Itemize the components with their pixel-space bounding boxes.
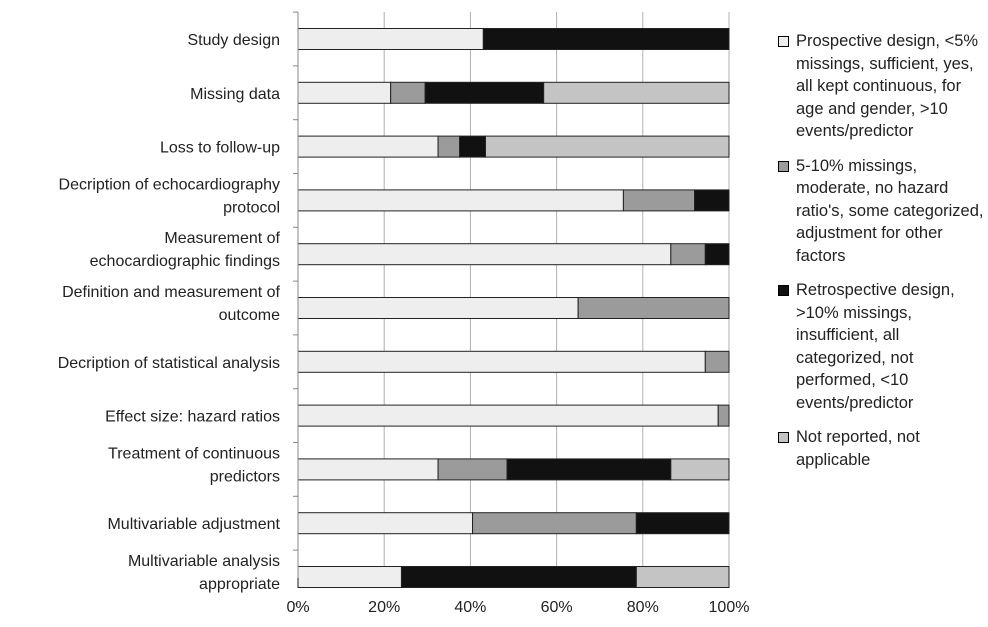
- category-label: Treatment of continuous: [108, 445, 280, 462]
- y-axis: [293, 11, 299, 605]
- category-label: Study design: [187, 32, 280, 49]
- bar-segment: [459, 135, 486, 158]
- bar-segment: [670, 243, 706, 266]
- bar-segment: [506, 458, 672, 481]
- x-tick-labels: 0% 20% 40% 60% 80% 100%: [286, 599, 749, 616]
- legend-label: Not reported, not applicable: [796, 428, 920, 469]
- bar-segment: [297, 350, 706, 373]
- bar-segment: [297, 297, 579, 319]
- x-tick-label: 40%: [454, 599, 486, 616]
- category-label: Missing data: [190, 86, 280, 103]
- legend-swatch: [778, 36, 789, 47]
- bar-segment: [424, 81, 545, 104]
- category-label: Multivariable analysis: [128, 553, 280, 570]
- bar-segment: [390, 81, 426, 104]
- category-labels: Study design Missing data Loss to follow-u…: [58, 32, 281, 593]
- category-label: Loss to follow-up: [160, 140, 280, 157]
- bar-segment: [635, 512, 730, 535]
- x-tick-label: 100%: [709, 599, 750, 616]
- category-label: outcome: [219, 307, 280, 324]
- bar-segment: [704, 243, 730, 266]
- category-label: Decription of echocardiography: [59, 176, 280, 193]
- category-label: appropriate: [199, 576, 280, 593]
- bar-segment: [297, 135, 439, 158]
- legend-label: 5-10% missings, moderate, no hazard rati…: [796, 156, 984, 265]
- bar-segment: [622, 189, 696, 212]
- category-label: Measurement of: [164, 230, 280, 247]
- legend-label: Prospective design, <5% missings, suffic…: [796, 32, 979, 140]
- bar-segment: [400, 566, 637, 588]
- legend-item-retrospective: Retrospective design, >10% missings, ins…: [778, 279, 988, 414]
- bar-segment: [472, 512, 637, 535]
- category-label: Multivariable adjustment: [107, 516, 280, 533]
- bar-segment: [437, 458, 508, 481]
- bar-segment: [670, 458, 730, 481]
- legend-swatch: [778, 432, 789, 443]
- legend-item-not-reported: Not reported, not applicable: [778, 426, 988, 471]
- x-tick-label: 20%: [368, 599, 400, 616]
- bar-segment: [543, 81, 730, 104]
- bars: [297, 28, 730, 588]
- legend-item-prospective: Prospective design, <5% missings, suffic…: [778, 30, 988, 143]
- category-label: echocardiographic findings: [90, 253, 280, 270]
- bar-segment: [297, 404, 719, 427]
- bar-segment: [694, 189, 730, 212]
- bar-segment: [297, 189, 624, 212]
- category-label: Effect size: hazard ratios: [105, 409, 280, 426]
- bar-segment: [482, 28, 730, 50]
- category-label: Decription of statistical analysis: [58, 355, 280, 372]
- bar-segment: [297, 28, 484, 50]
- legend-item-moderate: 5-10% missings, moderate, no hazard rati…: [778, 155, 988, 268]
- category-label: Definition and measurement of: [62, 284, 280, 301]
- x-tick-label: 80%: [627, 599, 659, 616]
- legend-label: Retrospective design, >10% missings, ins…: [796, 281, 955, 412]
- category-label: predictors: [210, 468, 280, 485]
- bar-segment: [704, 350, 730, 373]
- bar-segment: [484, 135, 730, 158]
- legend-swatch: [778, 160, 789, 172]
- bar-segment: [577, 297, 730, 319]
- bar-segment: [297, 458, 439, 481]
- bar-segment: [297, 81, 392, 104]
- category-label: protocol: [223, 199, 280, 216]
- bar-segment: [635, 566, 730, 588]
- bar-segment: [437, 135, 461, 158]
- gridlines: [383, 12, 730, 578]
- x-tick-label: 60%: [541, 599, 573, 616]
- bar-segment: [717, 404, 730, 427]
- bar-segment: [297, 512, 474, 535]
- bar-segment: [297, 243, 672, 266]
- bar-segment: [297, 566, 402, 588]
- x-tick-label: 0%: [286, 599, 309, 616]
- legend-swatch: [778, 285, 789, 296]
- legend: Prospective design, <5% missings, suffic…: [778, 30, 988, 477]
